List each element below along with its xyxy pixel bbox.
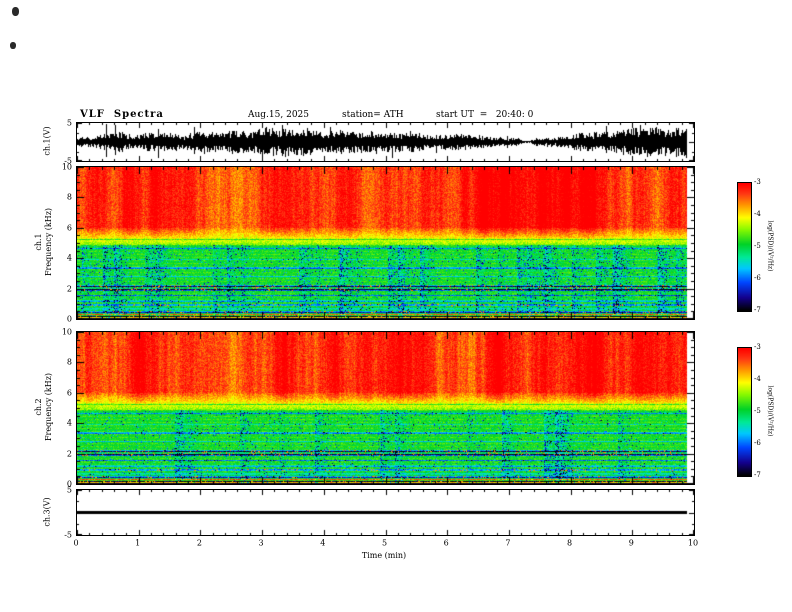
ch2-spectrogram-ylabel-line1: ch.2 [34,398,43,416]
ch1-spectrogram-ylabel-line2: Frequency (kHz) [44,207,53,277]
ch1-spectrogram-canvas [77,167,694,319]
ch3-waveform-canvas [77,490,694,535]
ch2-spec-ytick-2: 2 [66,449,72,459]
ch1-waveform-ylabel: ch.1(V) [42,126,52,156]
x-tick-label-8: 8 [567,538,573,548]
colorbar-ch1 [737,182,752,312]
colorbar1-tick--7: -7 [754,306,761,314]
ch2-spec-ytick-0: 0 [66,479,72,489]
ch2-spectrogram-ylabel-line2: Frequency (kHz) [44,372,53,442]
ch2-spec-ytick-10: 10 [61,327,72,337]
ch1-spectrogram-panel [76,166,695,320]
scan-artifact-2 [10,42,16,49]
colorbar2-tick--7: -7 [754,471,761,479]
ch3-wave-ytick--5: -5 [64,530,72,540]
colorbar1-tick--4: -4 [754,210,761,218]
ch1-spec-ytick-2: 2 [66,284,72,294]
ch3-waveform-ylabel: ch.3(V) [42,497,52,527]
x-tick-label-5: 5 [381,538,388,548]
station-label: station= ATH [342,110,404,120]
x-tick-label-6: 6 [443,538,449,548]
ch1-spec-ytick-8: 8 [66,192,72,202]
x-tick-label-7: 7 [505,538,511,548]
colorbar1-tick--6: -6 [754,274,761,282]
x-tick-label-3: 3 [258,538,264,548]
colorbar-ch1-canvas [738,183,751,311]
ch1-spec-ytick-0: 0 [66,314,72,324]
ch2-spec-ytick-8: 8 [66,357,72,367]
colorbar2-tick--6: -6 [754,439,761,447]
x-tick-label-10: 10 [687,538,699,548]
start-ut-label: start UT = 20:40: 0 [436,110,534,120]
ch3-waveform-panel [76,489,695,536]
ch1-spec-ytick-4: 4 [66,253,72,263]
plot-date: Aug.15, 2025 [248,110,309,120]
x-tick-label-2: 2 [196,538,202,548]
ch2-spec-ytick-6: 6 [66,388,72,398]
scan-artifact-1 [12,7,19,16]
x-tick-label-9: 9 [628,538,634,548]
ch2-spectrogram-canvas [77,332,694,484]
ch2-spec-ytick-4: 4 [66,418,72,428]
ch1-spectrogram-ylabel-line1: ch.1 [34,233,43,251]
x-axis-label: Time (min) [361,551,407,560]
colorbar-ch2-label: log(PSD)/(V²/Hz) [766,385,774,437]
ch1-spectrogram-ylabel: ch.1 Frequency (kHz) [34,208,54,276]
colorbar2-tick--5: -5 [754,407,761,415]
ch1-waveform-canvas [77,123,694,161]
ch1-wave-ytick--5: -5 [64,156,72,166]
colorbar1-tick--5: -5 [754,242,761,250]
colorbar-ch2 [737,347,752,477]
ch1-spec-ytick-10: 10 [61,162,72,172]
colorbar2-tick--4: -4 [754,375,761,383]
ch1-spec-ytick-6: 6 [66,223,72,233]
colorbar-ch2-canvas [738,348,751,476]
ch1-wave-ytick-5: 5 [66,118,72,128]
ch1-waveform-panel [76,122,695,162]
colorbar2-tick--3: -3 [754,343,761,351]
x-tick-label-1: 1 [135,538,141,548]
x-tick-label-4: 4 [320,538,326,548]
colorbar1-tick--3: -3 [754,178,761,186]
x-tick-label-0: 0 [73,538,79,548]
ch3-wave-ytick-5: 5 [66,485,72,495]
ch2-spectrogram-ylabel: ch.2 Frequency (kHz) [34,373,54,441]
colorbar-ch1-label: log(PSD)/(V²/Hz) [766,220,774,272]
ch2-spectrogram-panel [76,331,695,485]
plot-title: VLF Spectra [80,109,164,120]
